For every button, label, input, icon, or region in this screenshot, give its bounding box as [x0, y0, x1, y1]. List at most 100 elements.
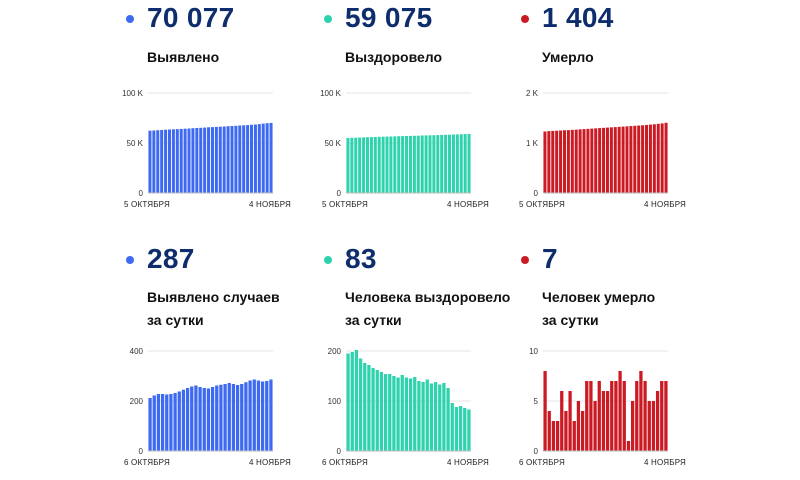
chart-recovered: 0 50 K 100 K 5 ОКТЯБРЯ 4 НОЯБРЯ [320, 89, 489, 209]
panel-detected: 70 077 Выявлено 0 50 K 100 K 5 ОКТЯБРЯ 4 НОЯ… [118, 0, 318, 220]
bar [152, 395, 156, 451]
panel-header: 7 [513, 241, 713, 281]
daily-value: 7 [542, 243, 558, 274]
bar [656, 123, 660, 193]
daily-value: 83 [345, 243, 377, 274]
stat-label-line-2: за сутки [345, 312, 402, 328]
y-tick-label: 200 [130, 397, 144, 406]
y-tick-label: 50 K [325, 139, 342, 148]
bar [433, 382, 438, 451]
bar [214, 126, 218, 193]
panel-recovered-daily: 83 Человека выздоровело за сутки 0 100 200… [316, 241, 516, 476]
y-tick-label: 50 K [127, 139, 144, 148]
bar [354, 137, 358, 193]
y-tick-label: 100 K [122, 89, 144, 98]
panel-header: 83 [316, 241, 516, 281]
series-dot-icon [324, 15, 332, 23]
bar [265, 123, 269, 193]
panel-header: 59 075 [316, 0, 516, 40]
bar [454, 407, 459, 451]
y-tick-label: 1 K [526, 139, 539, 148]
bar [555, 130, 559, 193]
bar [555, 421, 560, 451]
bar [645, 124, 649, 193]
bar [148, 398, 152, 451]
bar [664, 381, 668, 451]
bar [367, 365, 371, 451]
bar [210, 387, 215, 451]
bar [171, 129, 175, 193]
panel-died-daily: 7 Человек умерло за сутки 0 5 10 6 ОКТЯБРЯ 4… [513, 241, 713, 476]
bar [637, 125, 641, 193]
bar [444, 134, 448, 193]
y-tick-label: 0 [139, 447, 144, 456]
bar [346, 138, 350, 193]
x-tick-label-end: 4 НОЯБРЯ [644, 200, 686, 209]
bar [404, 377, 409, 451]
bar [257, 124, 261, 193]
panel-header: 1 404 [513, 0, 713, 40]
bar [589, 381, 593, 451]
bar [371, 368, 375, 451]
bar [381, 136, 385, 193]
bar [442, 383, 446, 451]
bar [651, 401, 656, 451]
bar [363, 363, 367, 451]
bar [625, 126, 629, 193]
stat-label-line-1: Выявлено [147, 49, 220, 65]
bar [195, 128, 199, 193]
bar [202, 388, 206, 451]
chart-recovered-daily: 0 100 200 6 ОКТЯБРЯ 4 НОЯБРЯ [322, 347, 489, 467]
panel-header: 70 077 [118, 0, 318, 40]
bar [416, 135, 420, 193]
series-dot-icon [324, 256, 332, 264]
bar [601, 391, 606, 451]
bar [165, 394, 169, 451]
bar [173, 393, 177, 451]
bar [617, 126, 621, 193]
bar [226, 126, 230, 193]
bar [450, 403, 454, 451]
y-tick-label: 0 [534, 189, 539, 198]
panel-recovered: 59 075 Выздоровело 0 50 K 100 K 5 ОКТЯБРЯ 4 … [316, 0, 516, 220]
bar [369, 137, 373, 193]
bar [412, 135, 416, 193]
x-tick-label-start: 6 ОКТЯБРЯ [322, 458, 368, 467]
bar [375, 370, 379, 451]
bar [194, 385, 198, 451]
bar [660, 123, 664, 193]
bar [598, 128, 602, 193]
bar [641, 125, 645, 193]
bar [580, 411, 585, 451]
stat-label: Выявлено случаев за сутки [147, 286, 280, 332]
bar [388, 374, 392, 451]
bar [543, 131, 547, 193]
stat-label: Человека выздоровело за сутки [345, 286, 510, 332]
bar [424, 135, 428, 193]
bar [570, 129, 574, 193]
bar [248, 380, 252, 451]
x-tick-label-start: 5 ОКТЯБРЯ [124, 200, 170, 209]
bar [463, 134, 467, 193]
panel-detected-daily: 287 Выявлено случаев за сутки 0 200 400 6 О… [118, 241, 318, 476]
bar [265, 381, 269, 451]
y-tick-label: 10 [529, 347, 538, 356]
bar [242, 125, 246, 193]
bar [451, 134, 455, 193]
bar [199, 127, 203, 193]
stat-label-line-1: Человека выздоровело [345, 289, 511, 305]
bar [566, 130, 570, 193]
bar [365, 137, 369, 193]
bar [362, 137, 366, 193]
bar [629, 126, 633, 193]
bar [206, 388, 211, 451]
bar [191, 128, 195, 193]
bar [377, 136, 381, 193]
bar [167, 129, 171, 193]
bar [576, 401, 581, 451]
bar [408, 135, 412, 193]
bar [421, 382, 425, 451]
bar [207, 127, 211, 193]
bar [585, 381, 589, 451]
bar [664, 122, 668, 193]
